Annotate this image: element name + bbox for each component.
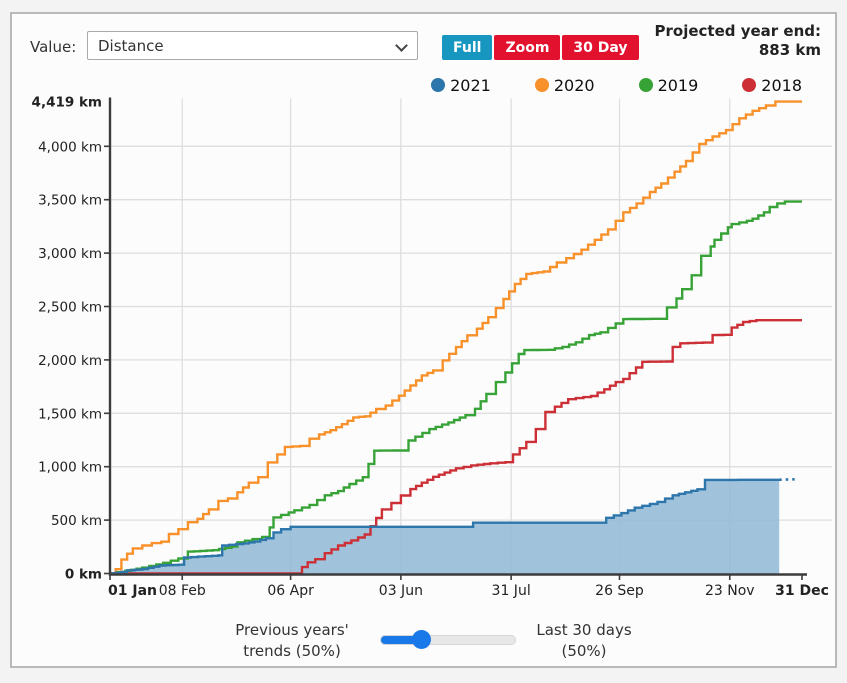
slider-left-label-line2: trends (50%) (243, 642, 341, 660)
chart-panel: Value: Distance Full Zoom 30 Day Projected… (10, 12, 837, 668)
legend-item-2019[interactable]: 2019 (638, 75, 699, 95)
slider-right-label-line1: Last 30 days (536, 621, 632, 639)
legend-dot-2020 (534, 78, 549, 92)
range-button-zoom[interactable]: Zoom (494, 35, 561, 60)
legend-item-2021[interactable]: 2021 (431, 76, 491, 95)
y-tick-label: 4,419 km (32, 95, 102, 111)
projected-year-end-value: 883 km (758, 41, 821, 59)
y-tick-label: 1,000 km (38, 460, 102, 476)
series-2021-line (110, 478, 781, 575)
value-select[interactable]: Distance (87, 31, 418, 60)
y-tick-label: 3,000 km (38, 246, 102, 262)
cumulative-distance-chart[interactable]: 0 km 500 km 1,000 km 1,500 km 2,000 km 2,500 … (20, 94, 835, 608)
y-tick-label: 2,500 km (38, 300, 102, 316)
y-tick-label: 3,500 km (38, 193, 102, 209)
x-tick-label: 08 Feb (159, 583, 206, 599)
projected-year-end: Projected year end: 883 km (655, 22, 822, 60)
legend-label: 2018 (761, 75, 802, 95)
legend-dot-2019 (638, 78, 653, 92)
x-tick-label: 03 Jun (379, 583, 423, 599)
chart-area[interactable]: 0 km 500 km 1,000 km 1,500 km 2,000 km 2,500 … (20, 94, 835, 608)
legend-label: 2020 (553, 75, 595, 95)
y-tick-label: 1,500 km (38, 406, 102, 422)
legend-label: 2019 (657, 75, 699, 95)
legend: 2021 2020 2019 2018 (431, 74, 802, 96)
x-tick-label: 31 Dec (775, 583, 829, 599)
legend-dot-2021 (431, 78, 446, 92)
slider-left-label: Previous years' trends (50%) (212, 620, 372, 662)
y-tick-label: 0 km (65, 567, 102, 583)
projected-year-end-label: Projected year end: (654, 22, 822, 40)
x-tick-label: 31 Jul (492, 583, 531, 599)
x-tick-label: 26 Sep (595, 583, 644, 599)
range-button-full[interactable]: Full (442, 35, 493, 60)
value-label: Value: (30, 38, 77, 56)
x-tick-label: 23 Nov (705, 583, 755, 599)
plot-area[interactable] (110, 98, 807, 575)
y-tick-label: 500 km (51, 513, 102, 529)
legend-dot-2018 (742, 78, 757, 92)
slider-right-label: Last 30 days (50%) (524, 620, 644, 662)
slider-fill (381, 636, 422, 644)
y-tick-label: 2,000 km (38, 353, 102, 369)
slider-left-label-line1: Previous years' (235, 621, 349, 639)
series-2018-line (110, 319, 802, 575)
legend-item-2018[interactable]: 2018 (742, 76, 802, 95)
slider-right-label-line2: (50%) (561, 642, 607, 660)
series-2020-line (110, 100, 802, 575)
trend-weight-slider[interactable] (380, 630, 516, 649)
series-2021-area (110, 479, 780, 574)
legend-item-2020[interactable]: 2020 (534, 75, 595, 95)
range-button-group: Full Zoom 30 Day (442, 35, 639, 60)
x-tick-label: 01 Jan (108, 583, 157, 599)
value-select-selected: Distance (98, 36, 164, 55)
slider-thumb[interactable] (412, 630, 432, 649)
chevron-down-icon (397, 39, 407, 49)
x-tick-label: 06 Apr (267, 583, 314, 599)
legend-label: 2021 (450, 75, 491, 95)
y-tick-label: 4,000 km (38, 139, 102, 155)
range-button-30-day[interactable]: 30 Day (562, 35, 639, 60)
